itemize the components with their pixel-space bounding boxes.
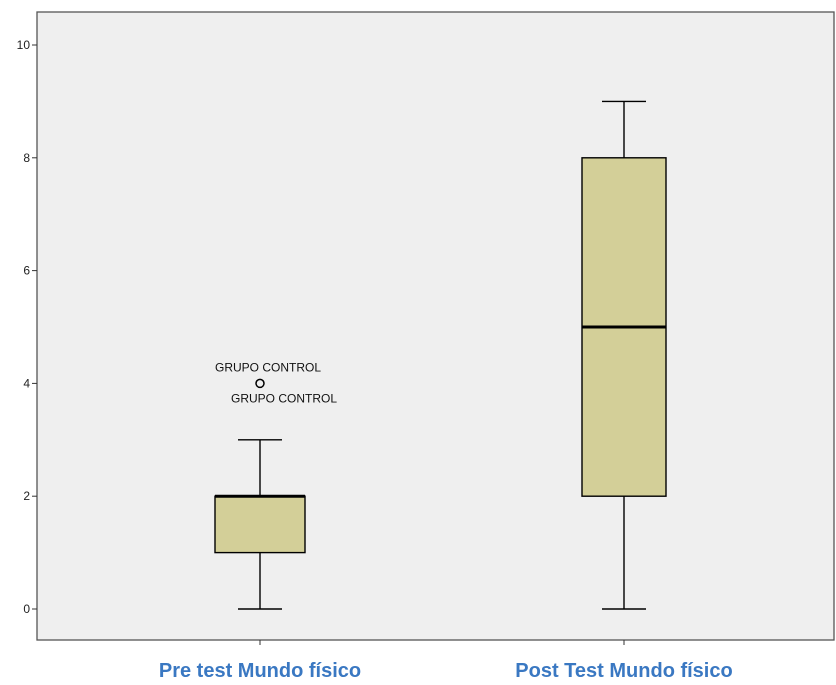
box-iqr xyxy=(214,495,306,554)
y-tick-label: 6 xyxy=(23,264,30,278)
y-tick-label: 0 xyxy=(23,602,30,616)
plot-area xyxy=(36,11,835,641)
outlier-point xyxy=(255,378,265,389)
y-tick-label: 2 xyxy=(23,489,30,503)
outlier-label: GRUPO CONTROL xyxy=(231,391,337,405)
category-label-pre-test: Pre test Mundo físico xyxy=(158,660,362,682)
category-label-post-test: Post Test Mundo físico xyxy=(515,660,733,682)
outlier-label: GRUPO CONTROL xyxy=(215,360,321,374)
y-tick-label: 4 xyxy=(23,376,30,390)
y-tick-label: 8 xyxy=(23,151,30,165)
y-tick-label: 10 xyxy=(17,38,31,52)
